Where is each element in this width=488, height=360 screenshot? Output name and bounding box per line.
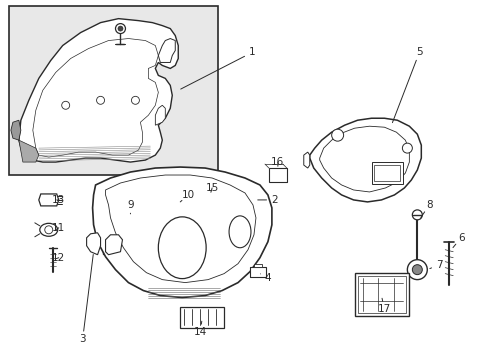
Circle shape [233, 188, 252, 208]
Circle shape [407, 260, 427, 280]
Polygon shape [158, 39, 175, 62]
Ellipse shape [228, 216, 250, 248]
Text: 7: 7 [435, 260, 442, 270]
Polygon shape [39, 194, 59, 206]
Ellipse shape [40, 223, 58, 236]
Bar [371, 162, 403, 184]
Bar [354, 273, 408, 316]
Circle shape [402, 143, 411, 153]
Text: 2: 2 [271, 195, 278, 205]
Polygon shape [105, 235, 122, 255]
Text: 13: 13 [52, 195, 65, 205]
Polygon shape [92, 167, 271, 298]
Polygon shape [11, 120, 21, 140]
Bar [106, 214, 156, 250]
Polygon shape [86, 233, 101, 255]
Polygon shape [19, 19, 178, 162]
Polygon shape [303, 152, 309, 168]
Text: 9: 9 [127, 200, 134, 210]
Circle shape [131, 96, 139, 104]
Text: 17: 17 [377, 305, 390, 315]
Polygon shape [19, 140, 39, 162]
Text: 5: 5 [415, 48, 422, 58]
Text: 1: 1 [248, 48, 255, 58]
Circle shape [170, 194, 186, 210]
Polygon shape [309, 118, 421, 202]
Bar [9, 6, 218, 175]
Bar [374, 165, 400, 181]
Circle shape [96, 96, 104, 104]
Circle shape [115, 24, 125, 33]
Bar [249, 267, 265, 276]
Bar [357, 276, 406, 314]
Polygon shape [155, 105, 165, 125]
Text: 11: 11 [52, 223, 65, 233]
Circle shape [411, 210, 422, 220]
Circle shape [331, 129, 343, 141]
Text: 3: 3 [79, 334, 86, 345]
Text: 15: 15 [205, 183, 218, 193]
Circle shape [45, 226, 53, 234]
Circle shape [61, 101, 69, 109]
Bar [102, 210, 160, 254]
Text: 16: 16 [271, 157, 284, 167]
Bar [268, 168, 286, 182]
Text: 6: 6 [457, 233, 464, 243]
Text: 10: 10 [181, 190, 194, 200]
Bar [202, 189, 218, 201]
Text: 4: 4 [264, 273, 271, 283]
Text: 14: 14 [193, 327, 206, 337]
Bar [180, 306, 224, 328]
Bar [253, 264, 262, 267]
Ellipse shape [158, 217, 206, 279]
Text: 8: 8 [425, 200, 432, 210]
Circle shape [411, 265, 422, 275]
Circle shape [118, 26, 122, 31]
Text: 12: 12 [52, 253, 65, 263]
